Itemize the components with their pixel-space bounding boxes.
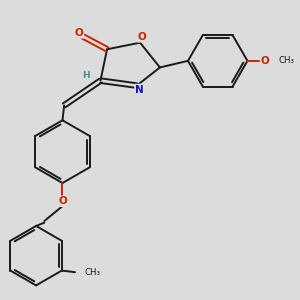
Text: O: O	[75, 28, 83, 38]
Text: O: O	[261, 56, 269, 66]
Text: O: O	[58, 196, 67, 206]
Text: CH₃: CH₃	[85, 268, 101, 277]
Text: N: N	[135, 85, 144, 94]
Text: O: O	[137, 32, 146, 42]
Text: CH₃: CH₃	[278, 56, 294, 65]
Text: H: H	[82, 71, 89, 80]
